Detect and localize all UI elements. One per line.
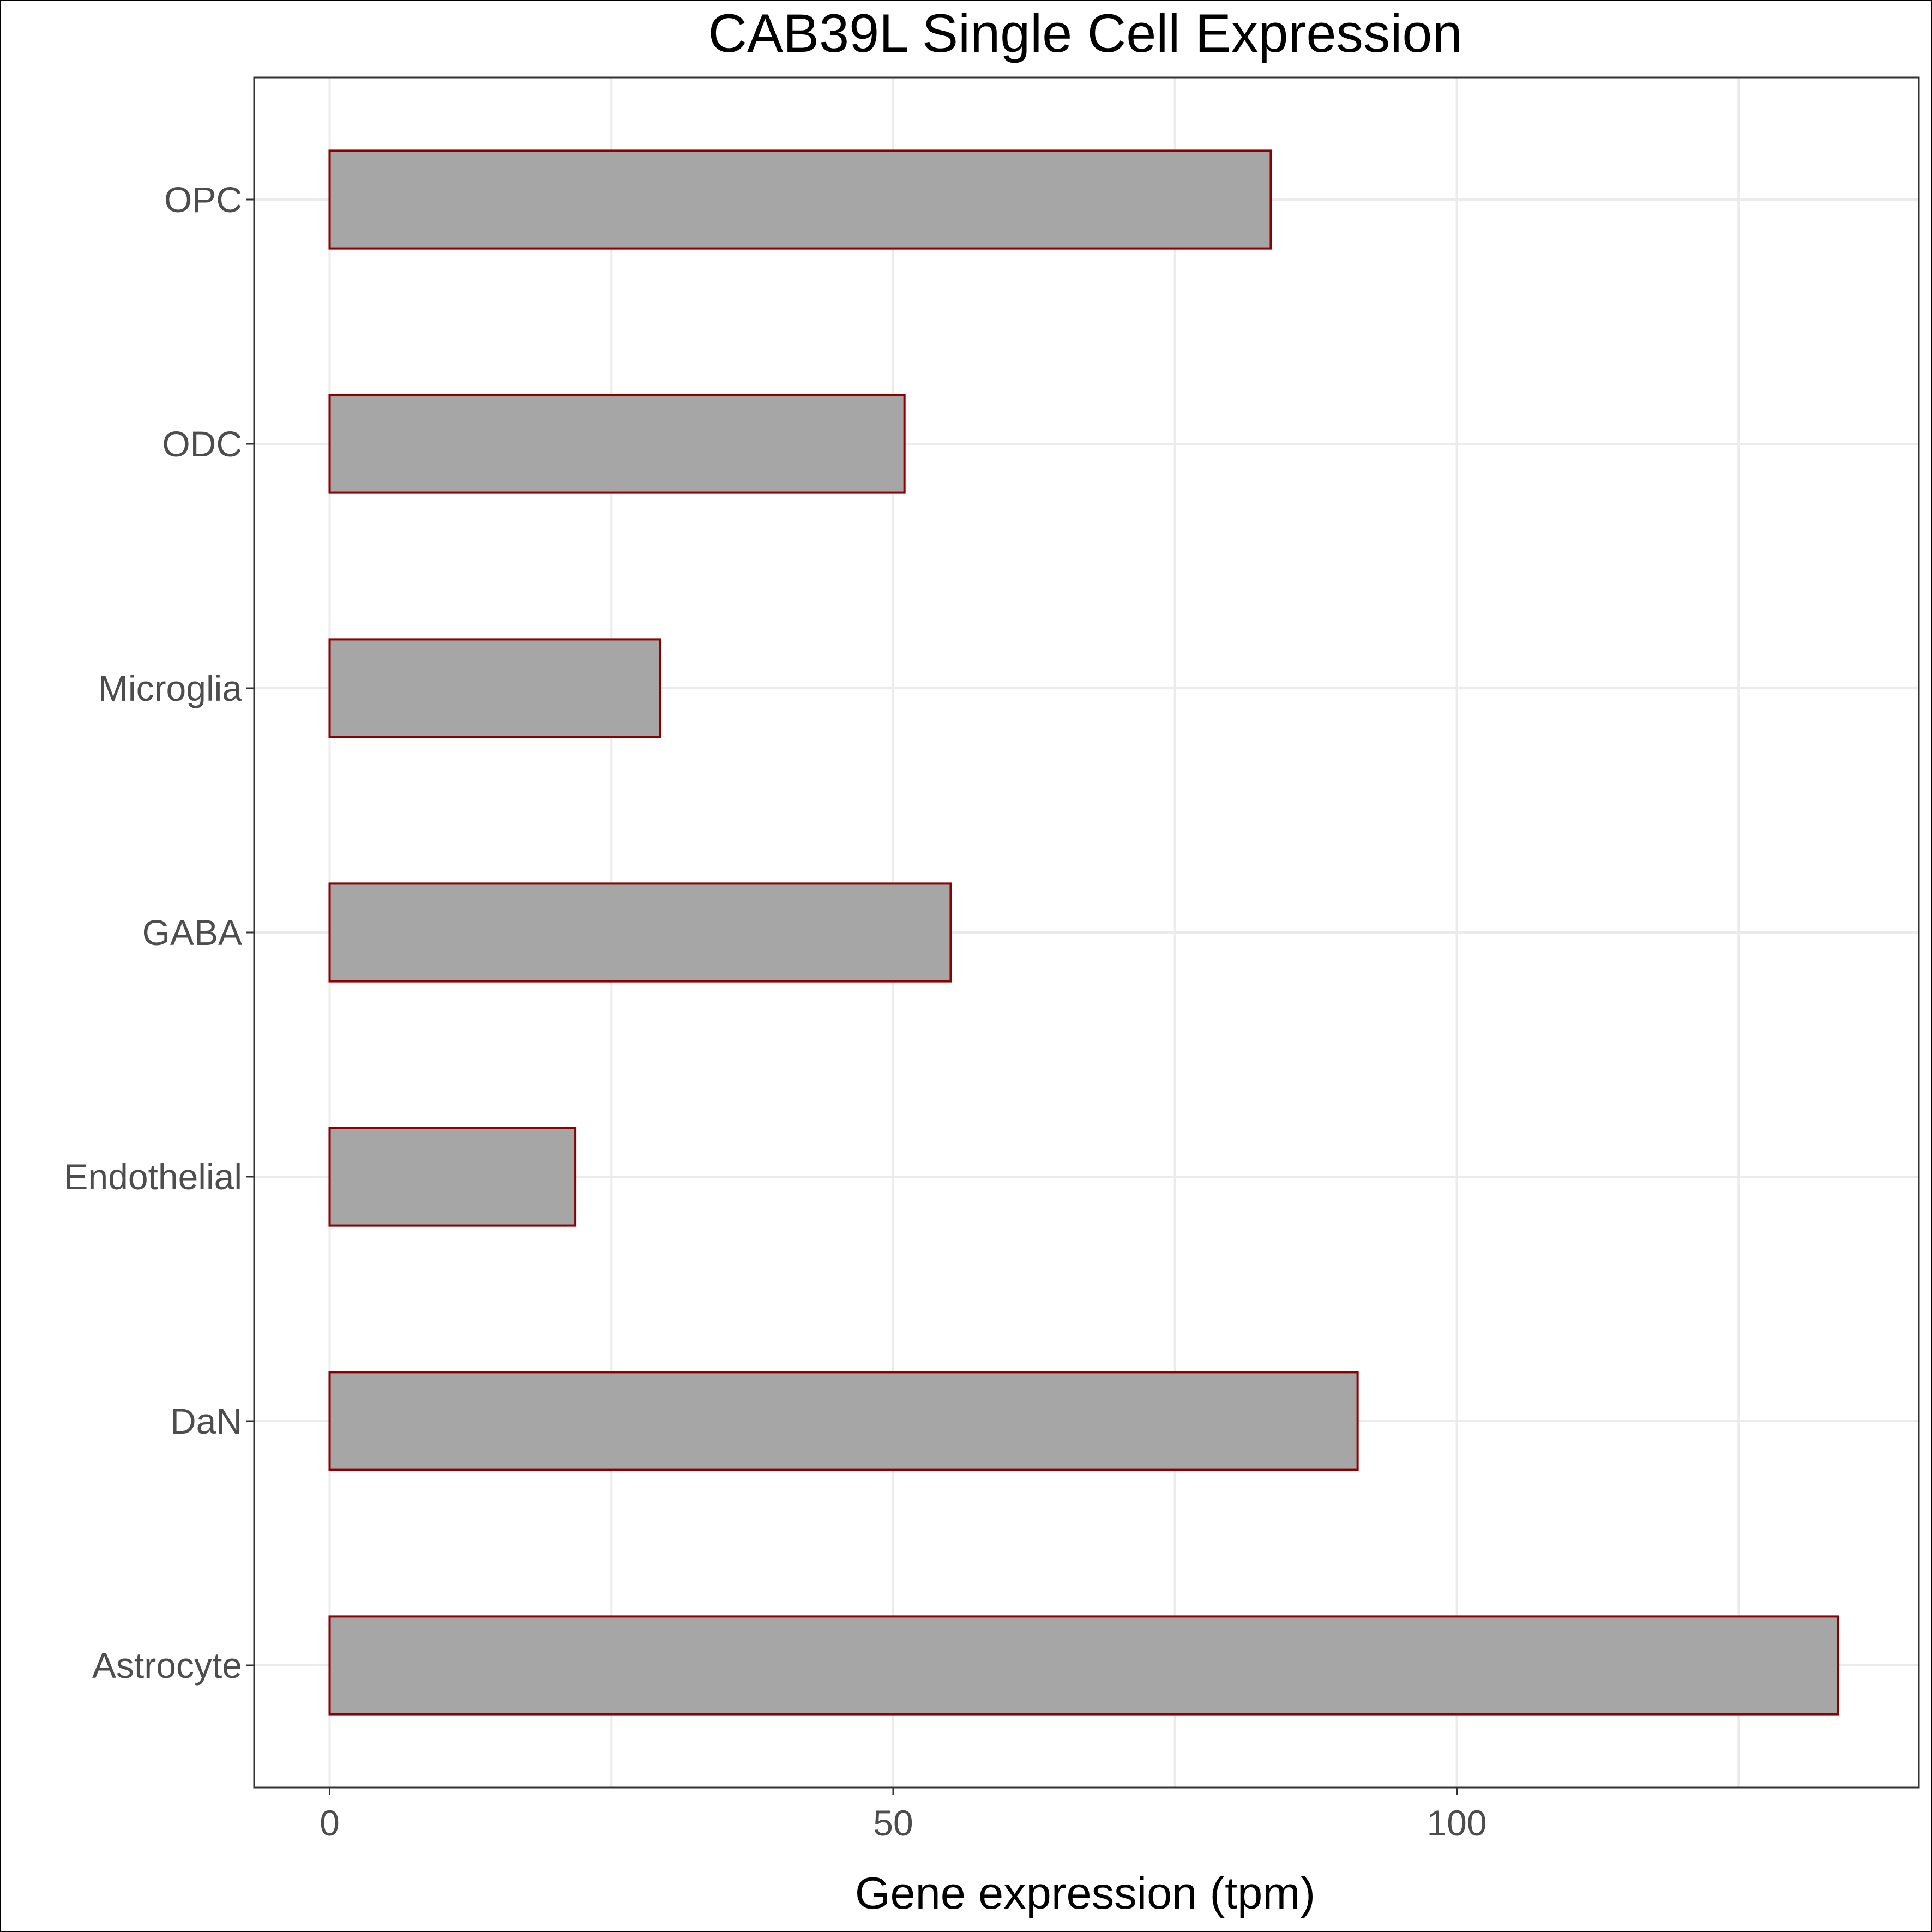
bar-dan [328, 1371, 1359, 1471]
bar-gaba [328, 882, 952, 983]
bar-microglia [328, 638, 661, 738]
y-tick-label: ODC [162, 424, 242, 464]
bar-endothelial [328, 1127, 577, 1227]
chart-title: CAB39L Single Cell Expression [708, 3, 1462, 63]
y-tick-label: GABA [142, 912, 242, 953]
y-tick-label: Astrocyte [92, 1645, 242, 1686]
x-tick-label: 50 [873, 1803, 913, 1843]
y-tick-label: Microglia [98, 668, 242, 708]
bar-odc [328, 394, 906, 494]
x-tick-label: 0 [320, 1803, 340, 1843]
y-tick-label: DaN [170, 1401, 242, 1441]
x-axis-title: Gene expression (tpm) [855, 1868, 1315, 1918]
y-tick-label: Endothelial [64, 1157, 242, 1197]
bar-astrocyte [328, 1615, 1839, 1716]
axis-layer: Astrocyte DaN Endothelial GABA Microglia ODC O… [64, 179, 1486, 1843]
x-tick-label: 100 [1427, 1803, 1486, 1843]
y-tick-label: OPC [164, 179, 242, 220]
bar-layer [328, 149, 1839, 1716]
bar-opc [328, 149, 1272, 250]
